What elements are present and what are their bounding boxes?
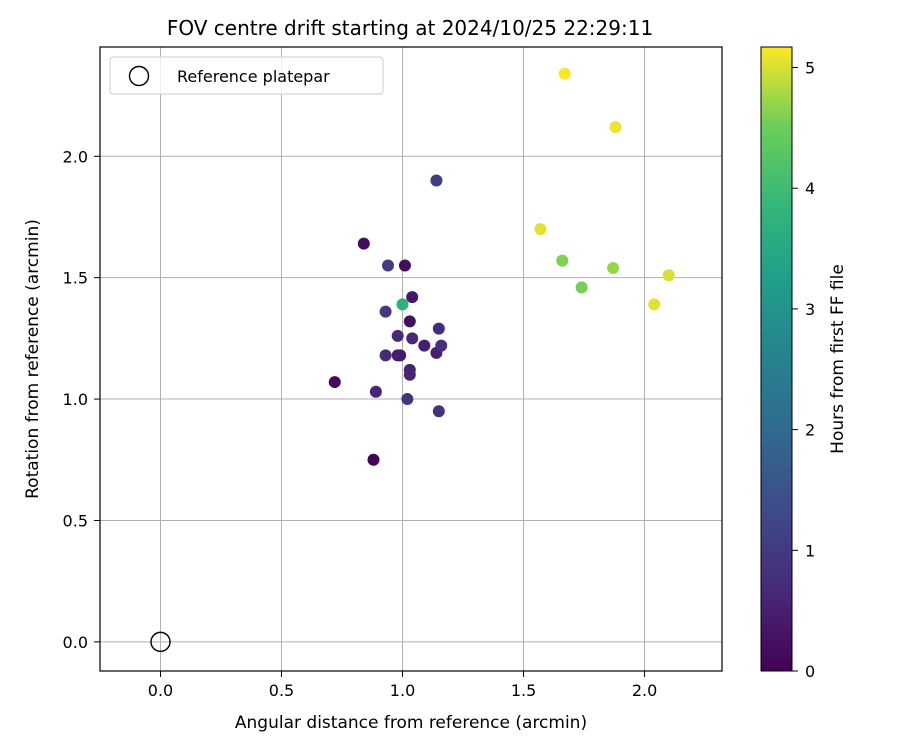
data-point [401,393,414,406]
data-point [328,376,341,389]
data-point [396,298,409,311]
legend-marker-icon [128,65,150,87]
data-point [662,269,675,282]
y-tick-label: 1.0 [63,390,88,409]
legend: Reference platepar [109,56,384,95]
colorbar-tick-label: 1 [805,541,815,560]
data-point [432,405,445,418]
data-point [391,349,404,362]
data-point [418,339,431,352]
data-point [558,67,571,80]
reference-marker [150,631,171,653]
data-point [367,453,380,466]
colorbar-tick-label: 3 [805,300,815,319]
data-point [379,305,392,318]
x-axis-label: Angular distance from reference (arcmin) [235,713,587,733]
plot-frame [99,46,723,672]
colorbar-tick-label: 5 [805,59,815,78]
data-point [575,281,588,294]
colorbar-tick-label: 0 [805,662,815,681]
data-point [648,298,661,311]
x-tick-label: 0.0 [148,681,173,700]
data-point [369,385,382,398]
data-point [609,121,622,134]
x-tick-label: 1.0 [390,681,415,700]
y-tick-label: 1.5 [63,269,88,288]
data-point [607,261,620,274]
legend-box [109,56,384,95]
data-point [406,332,419,345]
colorbar-tick-label: 2 [805,421,815,440]
data-point [391,329,404,342]
y-tick-label: 0.0 [63,633,88,652]
colorbar-ticks: 0 1 2 3 4 5 [792,59,815,681]
data-point [357,237,370,250]
colorbar-tick-label: 4 [805,179,815,198]
reference-marker-layer [150,631,171,653]
y-axis-label: Rotation from reference (arcmin) [23,219,43,499]
data-point [430,174,443,187]
chart-title: FOV centre drift starting at 2024/10/25 … [167,16,653,40]
data-point [398,259,411,272]
data-point [556,254,569,267]
data-point [432,322,445,335]
data-point [379,349,392,362]
x-tick-label: 0.5 [269,681,294,700]
y-tick-label: 2.0 [63,147,88,166]
x-tick-label: 1.5 [511,681,536,700]
data-point [435,339,448,352]
grid [100,47,722,671]
y-tick-label: 0.5 [63,511,88,530]
data-points [328,67,675,466]
axis-ticks: 0.0 0.5 1.0 1.5 2.0 0.0 0.5 1.0 1.5 2.0 [63,147,658,700]
data-point [534,223,547,236]
data-point [403,315,416,328]
colorbar-label: Hours from first FF file [828,264,848,454]
colorbar-gradient [760,46,793,672]
data-point [382,259,395,272]
x-tick-label: 2.0 [632,681,657,700]
data-point [403,368,416,381]
legend-label: Reference platepar [177,67,330,86]
data-point [406,291,419,304]
colorbar: 0 1 2 3 4 5 Hours from first FF file [760,46,848,681]
